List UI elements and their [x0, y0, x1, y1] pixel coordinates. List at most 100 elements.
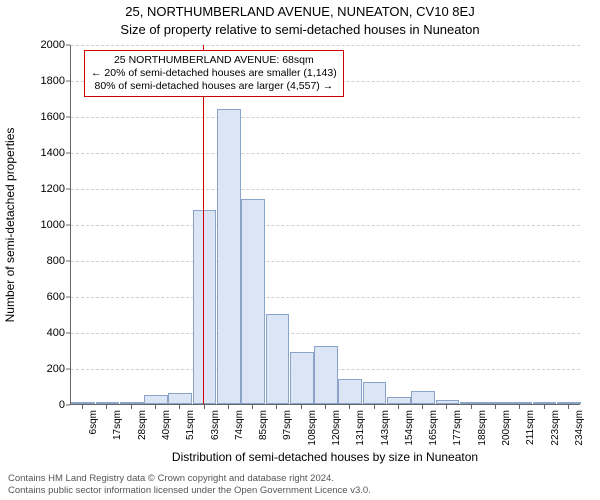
histogram-bar: [411, 391, 435, 404]
x-tick-label: 211sqm: [525, 410, 537, 450]
histogram-bar: [193, 210, 217, 404]
x-tick-label: 165sqm: [428, 410, 440, 450]
gridline: [71, 225, 580, 226]
x-tick-mark: [106, 405, 107, 409]
histogram-bar: [217, 109, 241, 404]
x-tick-mark: [252, 405, 253, 409]
x-tick-mark: [228, 405, 229, 409]
x-tick-label: 234sqm: [574, 410, 586, 450]
x-tick-mark: [544, 405, 545, 409]
x-tick-label: 28sqm: [137, 410, 149, 450]
y-tick-mark: [66, 333, 70, 334]
histogram-bar: [120, 402, 144, 404]
annotation-line-3: 80% of semi-detached houses are larger (…: [91, 80, 337, 93]
x-tick-label: 108sqm: [307, 410, 319, 450]
x-axis-label: Distribution of semi-detached houses by …: [70, 450, 580, 464]
x-tick-mark: [276, 405, 277, 409]
y-tick-mark: [66, 225, 70, 226]
x-tick-mark: [568, 405, 569, 409]
annotation-line-1: 25 NORTHUMBERLAND AVENUE: 68sqm: [91, 54, 337, 67]
histogram-bar: [314, 346, 338, 404]
histogram-bar: [363, 382, 387, 404]
footer-line-1: Contains HM Land Registry data © Crown c…: [8, 473, 371, 484]
x-tick-mark: [398, 405, 399, 409]
x-tick-mark: [301, 405, 302, 409]
x-tick-mark: [325, 405, 326, 409]
y-tick-label: 1400: [35, 147, 65, 159]
gridline: [71, 153, 580, 154]
y-tick-label: 200: [35, 363, 65, 375]
histogram-plot: [70, 45, 580, 405]
y-tick-mark: [66, 153, 70, 154]
y-tick-mark: [66, 45, 70, 46]
x-tick-mark: [471, 405, 472, 409]
y-tick-mark: [66, 81, 70, 82]
y-tick-label: 800: [35, 255, 65, 267]
x-tick-mark: [179, 405, 180, 409]
y-tick-mark: [66, 189, 70, 190]
x-tick-label: 97sqm: [282, 410, 294, 450]
histogram-bar: [508, 402, 532, 404]
gridline: [71, 261, 580, 262]
x-tick-label: 200sqm: [501, 410, 513, 450]
histogram-bar: [266, 314, 290, 404]
y-tick-label: 1200: [35, 183, 65, 195]
histogram-bar: [338, 379, 362, 404]
x-tick-label: 17sqm: [112, 410, 124, 450]
marker-line: [203, 45, 204, 404]
footer-text: Contains HM Land Registry data © Crown c…: [8, 473, 371, 496]
histogram-bar: [144, 395, 168, 404]
histogram-bar: [290, 352, 314, 404]
y-axis-label: Number of semi-detached properties: [3, 128, 17, 323]
y-tick-mark: [66, 405, 70, 406]
y-tick-label: 1800: [35, 75, 65, 87]
x-tick-label: 223sqm: [550, 410, 562, 450]
x-tick-mark: [374, 405, 375, 409]
annotation-box: 25 NORTHUMBERLAND AVENUE: 68sqm← 20% of …: [84, 50, 344, 97]
x-tick-label: 131sqm: [355, 410, 367, 450]
y-tick-label: 1600: [35, 111, 65, 123]
y-tick-mark: [66, 297, 70, 298]
histogram-bar: [96, 402, 120, 404]
histogram-bar: [168, 393, 192, 404]
y-tick-mark: [66, 117, 70, 118]
x-tick-mark: [519, 405, 520, 409]
gridline: [71, 45, 580, 46]
page-title-2: Size of property relative to semi-detach…: [0, 22, 600, 37]
y-tick-mark: [66, 261, 70, 262]
x-tick-label: 6sqm: [88, 410, 100, 450]
histogram-bar: [533, 402, 557, 404]
x-tick-label: 40sqm: [161, 410, 173, 450]
x-tick-mark: [131, 405, 132, 409]
x-tick-label: 154sqm: [404, 410, 416, 450]
gridline: [71, 117, 580, 118]
x-tick-label: 188sqm: [477, 410, 489, 450]
histogram-bar: [436, 400, 460, 404]
x-tick-label: 63sqm: [210, 410, 222, 450]
histogram-bar: [387, 397, 411, 404]
x-tick-label: 85sqm: [258, 410, 270, 450]
x-tick-mark: [495, 405, 496, 409]
gridline: [71, 297, 580, 298]
x-tick-mark: [82, 405, 83, 409]
x-tick-label: 74sqm: [234, 410, 246, 450]
gridline: [71, 333, 580, 334]
histogram-bar: [460, 402, 484, 404]
y-tick-label: 600: [35, 291, 65, 303]
y-tick-label: 1000: [35, 219, 65, 231]
y-tick-mark: [66, 369, 70, 370]
x-tick-mark: [204, 405, 205, 409]
x-tick-mark: [349, 405, 350, 409]
x-tick-mark: [422, 405, 423, 409]
x-tick-mark: [155, 405, 156, 409]
page-title-1: 25, NORTHUMBERLAND AVENUE, NUNEATON, CV1…: [0, 4, 600, 19]
footer-line-2: Contains public sector information licen…: [8, 485, 371, 496]
annotation-line-2: ← 20% of semi-detached houses are smalle…: [91, 67, 337, 80]
y-tick-label: 2000: [35, 39, 65, 51]
histogram-bar: [557, 402, 581, 404]
x-tick-label: 120sqm: [331, 410, 343, 450]
x-tick-mark: [446, 405, 447, 409]
histogram-bar: [241, 199, 265, 404]
y-tick-label: 0: [35, 399, 65, 411]
y-tick-label: 400: [35, 327, 65, 339]
